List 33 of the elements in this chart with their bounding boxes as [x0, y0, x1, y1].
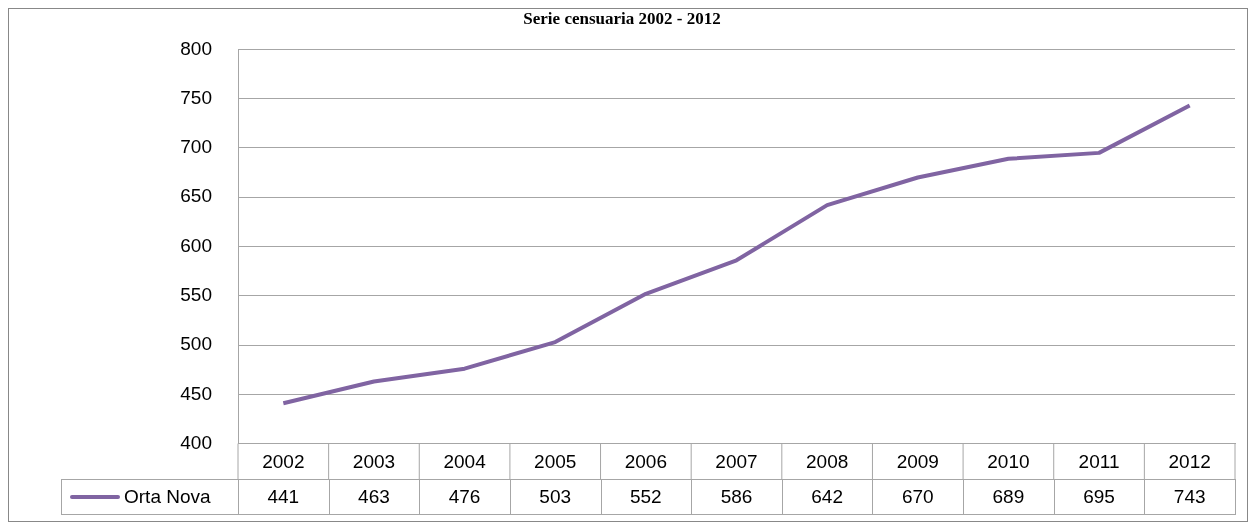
x-tick-label: 2010: [987, 451, 1030, 473]
data-label: 552: [600, 478, 693, 515]
data-label: 743: [1144, 478, 1236, 515]
data-label: 695: [1053, 478, 1146, 515]
y-tick-label: 400: [180, 431, 212, 453]
x-tick-label: 2006: [624, 451, 667, 473]
x-tick-label: 2011: [1078, 451, 1120, 473]
data-label: 441: [238, 478, 330, 515]
legend-label: Orta Nova: [124, 485, 211, 508]
data-label: 689: [963, 478, 1055, 515]
y-tick-label: 750: [180, 86, 212, 108]
x-tick-label: 2003: [352, 451, 396, 473]
data-label: 503: [509, 478, 602, 515]
x-tick-label: 2009: [896, 451, 939, 473]
x-tick-label: 2007: [715, 451, 758, 473]
data-label: 586: [691, 478, 783, 515]
y-tick-label: 500: [180, 333, 212, 355]
x-tick-label: 2005: [534, 451, 577, 473]
data-label: 463: [328, 478, 421, 515]
x-tick-label: 2012: [1168, 451, 1211, 473]
y-tick-label: 700: [180, 136, 212, 158]
y-tick-label: 800: [180, 37, 212, 59]
y-tick-label: 450: [180, 382, 212, 404]
x-tick-label: 2008: [806, 451, 849, 473]
data-label: 642: [781, 478, 874, 515]
x-tick-label: 2002: [262, 451, 305, 473]
chart-title: Serie censuaria 2002 - 2012: [523, 8, 721, 28]
data-label: 476: [419, 478, 511, 515]
y-tick-label: 550: [180, 284, 212, 306]
data-label: 670: [872, 478, 965, 515]
y-tick-label: 650: [180, 185, 212, 207]
y-tick-label: 600: [180, 234, 212, 256]
x-tick-label: 2004: [443, 451, 487, 473]
